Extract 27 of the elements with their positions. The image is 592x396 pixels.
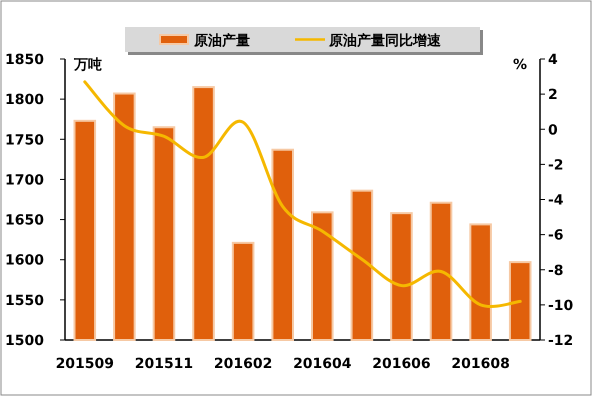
x-tick-label: 201602 xyxy=(214,356,272,372)
x-tick-label: 201509 xyxy=(56,356,114,372)
y2-axis-title: % xyxy=(512,57,527,73)
x-tick-label: 201608 xyxy=(451,356,510,372)
y2-tick-label: -12 xyxy=(548,333,574,349)
legend-label: 原油产量同比增速 xyxy=(328,32,442,49)
y-tick-label: 1500 xyxy=(5,333,44,349)
y2-tick-label: -4 xyxy=(548,192,564,208)
y2-tick-label: -10 xyxy=(548,298,574,314)
y-tick-label: 1550 xyxy=(5,292,44,309)
y-tick-label: 1650 xyxy=(5,212,44,229)
x-tick-label: 201511 xyxy=(134,356,194,372)
y2-tick-label: -6 xyxy=(548,228,564,244)
y2-tick-label: 2 xyxy=(548,87,558,104)
legend-label: 原油产量 xyxy=(193,32,250,49)
y2-tick-label: -2 xyxy=(548,157,564,174)
x-tick-label: 201604 xyxy=(293,356,352,372)
x-tick-label: 201606 xyxy=(372,356,431,372)
y2-tick-label: 4 xyxy=(548,52,558,68)
y-axis-title: 万吨 xyxy=(73,57,102,73)
y-tick-label: 1750 xyxy=(5,132,44,148)
y-tick-label: 1700 xyxy=(5,172,44,188)
y-tick-label: 1600 xyxy=(5,252,44,269)
y2-tick-label: 0 xyxy=(548,122,558,138)
y2-tick-label: -8 xyxy=(548,262,564,279)
y-tick-label: 1850 xyxy=(5,52,44,68)
y-tick-label: 1800 xyxy=(5,92,44,108)
